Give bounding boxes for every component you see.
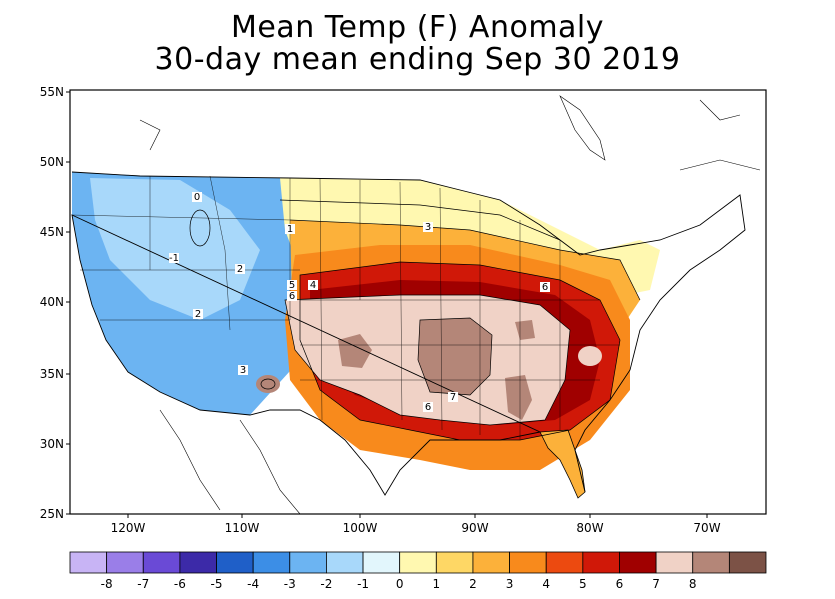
colorbar-swatch — [399, 551, 437, 574]
contour-label-bg — [193, 309, 203, 319]
colorbar-label: -7 — [137, 577, 149, 591]
colorbar-swatch — [216, 551, 254, 574]
state-boundaries — [71, 175, 620, 440]
colorbar-label: -3 — [284, 577, 296, 591]
colorbar-label: -6 — [174, 577, 186, 591]
colorbar-swatch — [545, 551, 584, 574]
colorbar-swatch — [179, 551, 217, 574]
colorbar-swatch — [692, 551, 730, 574]
contour-label-bg — [423, 402, 433, 412]
contour-label-bg — [308, 280, 318, 290]
region-peak-5 — [256, 375, 280, 393]
lon-tick-label: 110W — [225, 521, 260, 535]
contour-label: 2 — [237, 264, 243, 275]
colorbar-swatch — [655, 551, 694, 574]
colorbar-swatch — [106, 551, 144, 574]
colorbar-swatch — [142, 551, 181, 574]
contour-label: 1 — [287, 224, 293, 235]
colorbar-swatch — [728, 551, 767, 574]
contour-label-bg — [192, 192, 202, 202]
colorbar-label: 4 — [542, 577, 550, 591]
lon-axis: 120W 110W 100W 90W 80W 70W — [111, 514, 721, 535]
contour-label: 5 — [289, 280, 295, 291]
map-subtitle: 30-day mean ending Sep 30 2019 — [154, 42, 681, 77]
colorbar-label: -2 — [320, 577, 332, 591]
colorbar-swatch — [362, 551, 401, 574]
colorbar-label: 6 — [616, 577, 624, 591]
lon-tick-label: 80W — [576, 521, 603, 535]
contour-label: 2 — [195, 309, 201, 320]
colorbar-label: 7 — [652, 577, 660, 591]
contour-label-bg — [287, 291, 297, 301]
colorbar-label: 3 — [506, 577, 514, 591]
colorbar-label: -8 — [101, 577, 113, 591]
colorbar-label: 2 — [469, 577, 477, 591]
colorbar-swatch — [435, 551, 474, 574]
lon-tick-label: 120W — [111, 521, 146, 535]
lon-tick-label: 100W — [343, 521, 378, 535]
contour-label-bg — [540, 282, 550, 292]
contour-label: 7 — [450, 392, 456, 403]
colorbar-label: -4 — [247, 577, 259, 591]
colorbar-label: 5 — [579, 577, 587, 591]
region-southeast-spot — [578, 346, 602, 366]
lat-tick-label: 50N — [40, 155, 64, 169]
region-florida — [539, 429, 586, 499]
region-peak-1 — [418, 318, 492, 395]
colorbar-swatch — [252, 551, 291, 574]
contour-label-bg — [448, 392, 458, 402]
colorbar-swatch — [289, 551, 327, 574]
colorbar-label: 1 — [432, 577, 440, 591]
lon-tick-label: 90W — [461, 521, 488, 535]
lat-tick-label: 45N — [40, 225, 64, 239]
colorbar-swatch — [69, 551, 108, 574]
contour-label-bg — [169, 253, 179, 263]
contour-label: 0 — [194, 192, 200, 203]
contour-label-bg — [287, 280, 297, 290]
contour-label: 6 — [542, 282, 548, 293]
lat-axis: 55N 50N 45N 40N 35N 30N 25N — [40, 85, 70, 521]
colorbar-label: -1 — [357, 577, 369, 591]
us-outline — [71, 171, 746, 496]
region-peak-3 — [505, 375, 532, 420]
contour-label-bg — [423, 222, 433, 232]
colorbar-swatch — [582, 551, 620, 574]
contour-label: 6 — [289, 291, 295, 302]
contour-label: -1 — [169, 253, 179, 264]
lat-tick-label: 25N — [40, 507, 64, 521]
lat-tick-label: 40N — [40, 295, 64, 309]
colorbar-label: -5 — [211, 577, 223, 591]
contour-label: 4 — [310, 280, 316, 291]
lat-tick-label: 55N — [40, 85, 64, 99]
colorbar-swatch — [326, 551, 364, 574]
colorbar-swatch — [472, 551, 510, 574]
lat-tick-label: 30N — [40, 437, 64, 451]
colorbar-swatch — [619, 551, 657, 574]
colorbar-swatch — [509, 551, 547, 574]
contour-label-bg — [235, 264, 245, 274]
contour-label: 3 — [425, 222, 431, 233]
contour-lines — [189, 199, 641, 441]
map-title: Mean Temp (F) Anomaly — [230, 10, 605, 45]
contour-label: 3 — [240, 365, 246, 376]
colorbar: -8 -7 -6 -5 -4 -3 -2 -1 0 1 2 3 4 5 6 7 8 — [69, 551, 767, 591]
lat-tick-label: 35N — [40, 367, 64, 381]
colorbar-label: 0 — [396, 577, 404, 591]
contour-label-bg — [238, 365, 248, 375]
contour-label: 6 — [425, 402, 431, 413]
neighbor-coastlines — [139, 95, 761, 514]
lon-tick-label: 70W — [693, 521, 720, 535]
contour-label-bg — [285, 224, 295, 234]
colorbar-label: 8 — [689, 577, 697, 591]
